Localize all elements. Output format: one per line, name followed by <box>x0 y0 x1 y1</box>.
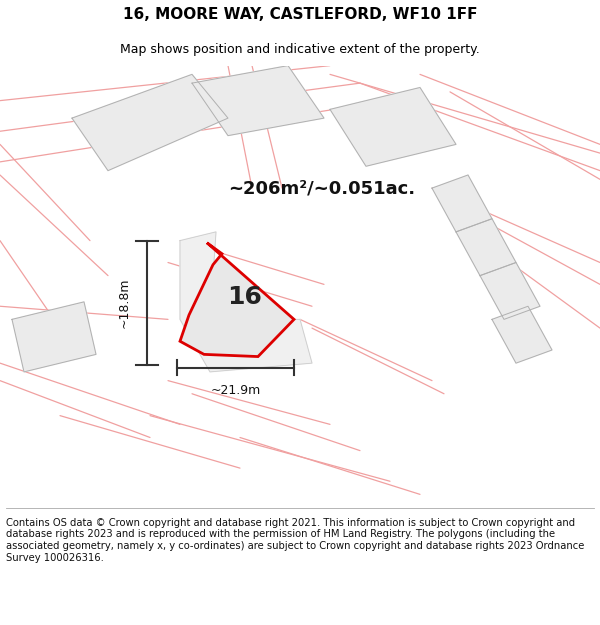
Text: 16: 16 <box>227 285 262 309</box>
Text: Map shows position and indicative extent of the property.: Map shows position and indicative extent… <box>120 42 480 56</box>
Polygon shape <box>12 302 96 372</box>
Polygon shape <box>180 232 312 372</box>
Polygon shape <box>432 175 492 232</box>
Polygon shape <box>192 66 324 136</box>
Polygon shape <box>480 262 540 319</box>
Polygon shape <box>492 306 552 363</box>
Text: ~18.8m: ~18.8m <box>117 278 130 328</box>
Polygon shape <box>72 74 228 171</box>
Polygon shape <box>456 219 516 276</box>
Text: 16, MOORE WAY, CASTLEFORD, WF10 1FF: 16, MOORE WAY, CASTLEFORD, WF10 1FF <box>123 7 477 22</box>
Text: ~21.9m: ~21.9m <box>211 384 260 397</box>
Text: Contains OS data © Crown copyright and database right 2021. This information is : Contains OS data © Crown copyright and d… <box>6 518 584 562</box>
Text: ~206m²/~0.051ac.: ~206m²/~0.051ac. <box>228 179 415 197</box>
Polygon shape <box>180 242 294 356</box>
Polygon shape <box>330 88 456 166</box>
